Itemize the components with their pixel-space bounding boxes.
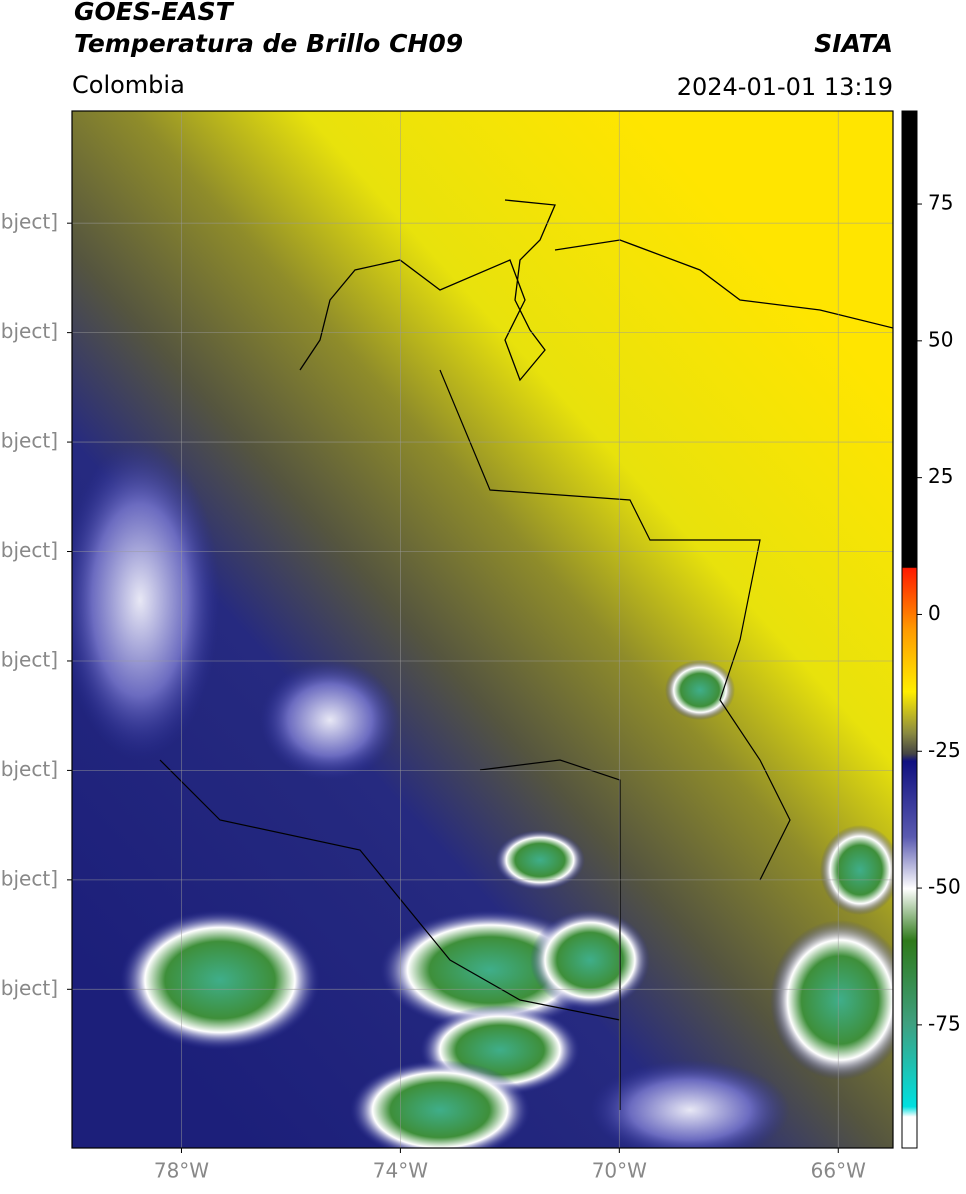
source: SIATA <box>814 29 893 58</box>
borders <box>159 369 791 1110</box>
colorbar-tick-label: -75 <box>928 1011 961 1035</box>
grid <box>72 111 893 1148</box>
x-tick-label: 78°W <box>154 1159 209 1183</box>
map-frame <box>71 110 894 1149</box>
cloud <box>530 910 650 1010</box>
timestamp: 2024-01-01 13:19 <box>677 73 893 101</box>
cloud <box>72 440 220 760</box>
cloud <box>770 920 893 1080</box>
subtitle: Temperatura de Brillo CH09 <box>74 29 463 58</box>
cloud <box>260 660 400 780</box>
y-tick-label: [object Object] <box>0 210 58 234</box>
y-tick-label: [object Object] <box>0 647 58 671</box>
x-tick-label: 66°W <box>811 1159 866 1183</box>
region: Colombia <box>72 71 185 99</box>
colorbar-tick-label: 75 <box>928 191 953 215</box>
colorbar-tick-label: -50 <box>928 875 961 899</box>
cloud <box>350 1060 530 1148</box>
y-tick-label: [object Object] <box>0 429 58 453</box>
cloud <box>665 660 735 720</box>
colorbar <box>901 110 918 1149</box>
colorbar-tick-label: -25 <box>928 738 961 762</box>
cloud <box>820 825 893 915</box>
y-tick-label: [object Object] <box>0 866 58 890</box>
colorbar-tick-label: 25 <box>928 464 953 488</box>
y-tick-label: [object Object] <box>0 319 58 343</box>
x-tick-label: 70°W <box>592 1159 647 1183</box>
colorbar-tick-label: 0 <box>928 601 941 625</box>
title: GOES-EAST <box>74 0 235 26</box>
y-tick-label: [object Object] <box>0 538 58 562</box>
coastline <box>299 199 893 382</box>
cloud <box>495 830 585 890</box>
x-tick-label: 74°W <box>373 1159 428 1183</box>
colorbar-tick-label: 50 <box>928 327 953 351</box>
satellite-image <box>72 111 893 1148</box>
y-tick-label: [object Object] <box>0 757 58 781</box>
cloud <box>590 1060 790 1148</box>
cloud <box>120 910 320 1050</box>
y-tick-label: [object Object] <box>0 976 58 1000</box>
